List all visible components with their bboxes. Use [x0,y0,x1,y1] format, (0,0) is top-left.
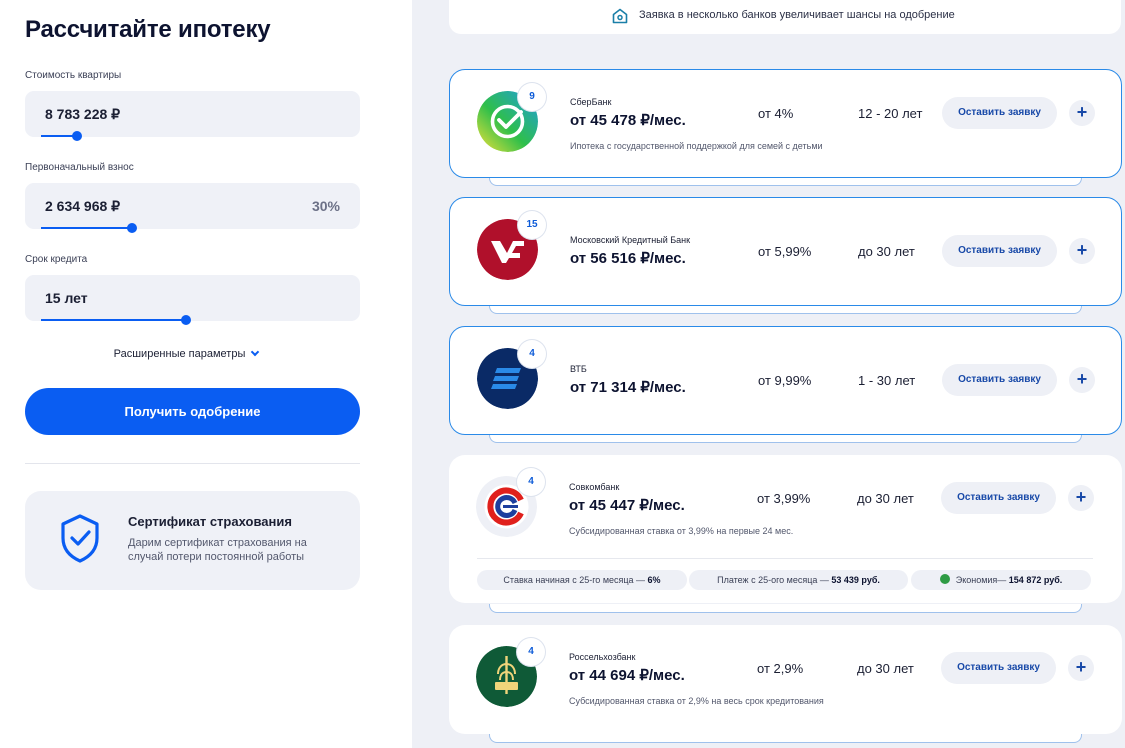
detail-pill-payment: Платеж с 25-ого месяца — 53 439 руб. [689,570,908,590]
download-arrow-icon [939,574,950,584]
advanced-params-toggle[interactable]: Расширенные параметры [0,347,372,360]
detail-text: Платеж с 25-ого месяца — [717,575,832,585]
bank-name: Московский Кредитный Банк [570,235,691,245]
mortgage-calculator: Рассчитайте ипотеку Стоимость квартиры 8… [0,0,412,748]
down-payment-slider-handle[interactable] [126,223,137,233]
offer-card-vtb[interactable]: 4 ВТБ от 71 314 ₽/мес. от 9,99% 1 - 30 л… [449,326,1122,435]
divider [477,558,1093,559]
insurance-certificate-card[interactable]: Сертификат страхования Дарим сертификат … [25,491,360,590]
term-slider[interactable] [41,315,344,325]
down-payment-label: Первоначальный взнос [25,162,134,173]
card-stack-edge [489,177,1082,186]
offers-count-badge: 4 [517,468,545,496]
advanced-params-label[interactable]: Расширенные параметры [113,348,246,360]
card-stack-edge [489,734,1082,743]
price-label: Стоимость квартиры [25,70,122,81]
bank-name: Россельхозбанк [569,652,636,662]
interest-rate: от 5,99% [758,244,812,259]
interest-rate: от 4% [758,106,794,121]
offer-card-rshb[interactable]: 4 Россельхозбанк от 44 694 ₽/мес. Субсид… [449,625,1122,734]
bank-name: Совкомбанк [569,482,620,492]
loan-term: 1 - 30 лет [858,373,916,388]
plus-icon[interactable]: + [1068,655,1094,681]
down-payment-value[interactable]: 2 634 968 ₽ [45,198,121,214]
offers-count-badge: 4 [518,340,546,368]
offers-count-badge: 9 [518,83,546,111]
apply-button[interactable]: Оставить заявку [942,235,1057,267]
offer-card-sberbank[interactable]: 9 СберБанк от 45 478 ₽/мес. Ипотека с го… [449,69,1122,178]
apply-button[interactable]: Оставить заявку [941,652,1056,684]
detail-text: Экономия— [955,575,1009,585]
loan-term: до 30 лет [858,244,915,259]
plus-icon[interactable]: + [1069,367,1095,393]
detail-value: 154 872 руб. [1008,575,1063,585]
loan-term: до 30 лет [857,491,914,506]
price-slider[interactable] [41,131,344,141]
plus-icon[interactable]: + [1068,485,1094,511]
detail-value: 6% [647,575,661,585]
loan-term: до 30 лет [857,661,914,676]
term-field[interactable]: 15 лет [25,275,360,325]
price-slider-handle[interactable] [72,131,83,141]
bank-name: ВТБ [570,364,587,374]
down-payment-percent: 30% [311,198,340,214]
detail-pill-economy: Экономия— 154 872 руб. [911,570,1091,590]
apply-button[interactable]: Оставить заявку [942,364,1057,396]
detail-value: 53 439 руб. [831,575,880,585]
card-stack-edge [489,604,1082,613]
plus-icon[interactable]: + [1069,238,1095,264]
price-field[interactable]: 8 783 228 ₽ [25,91,360,141]
house-icon [612,8,628,24]
card-stack-edge [489,434,1082,443]
insurance-title: Сертификат страхования [128,514,292,529]
approval-tip-banner: Заявка в несколько банков увеличивает ша… [449,0,1121,34]
term-label: Срок кредита [25,254,88,265]
card-stack-edge [489,305,1082,314]
interest-rate: от 9,99% [758,373,812,388]
interest-rate: от 3,99% [757,491,811,506]
divider [25,463,360,464]
offer-note: Субсидированная ставка от 2,9% на весь с… [569,696,824,706]
page-title: Рассчитайте ипотеку [25,16,271,43]
apply-button[interactable]: Оставить заявку [942,97,1057,129]
get-approval-button[interactable]: Получить одобрение [25,388,360,435]
shield-check-icon [61,514,99,563]
loan-term: 12 - 20 лет [858,106,923,121]
bank-name: СберБанк [570,97,612,107]
offers-count-badge: 15 [518,211,546,239]
plus-icon[interactable]: + [1069,100,1095,126]
chevron-down-icon [251,347,260,357]
detail-text: Ставка начиная с 25-го месяца — [503,575,648,585]
offer-note: Ипотека с государственной поддержкой для… [570,141,823,151]
detail-pill-rate: Ставка начиная с 25-го месяца — 6% [477,570,687,590]
insurance-subtitle: Дарим сертификат страхования на случай п… [128,537,307,563]
down-payment-field[interactable]: 2 634 968 ₽ 30% [25,183,360,233]
offer-card-mkb[interactable]: 15 Московский Кредитный Банк от 56 516 ₽… [449,197,1122,306]
offer-note: Субсидированная ставка от 3,99% на первы… [569,526,794,536]
monthly-payment: от 71 314 ₽/мес. [570,379,686,396]
monthly-payment: от 45 478 ₽/мес. [570,112,686,129]
monthly-payment: от 45 447 ₽/мес. [569,497,685,514]
interest-rate: от 2,9% [757,661,804,676]
offers-count-badge: 4 [517,638,545,666]
banner-text: Заявка в несколько банков увеличивает ша… [639,9,955,21]
term-slider-handle[interactable] [181,315,192,325]
price-value[interactable]: 8 783 228 ₽ [45,106,121,122]
apply-button[interactable]: Оставить заявку [941,482,1056,514]
offer-card-sovcombank[interactable]: 4 Совкомбанк от 45 447 ₽/мес. Субсидиров… [449,455,1122,603]
monthly-payment: от 56 516 ₽/мес. [570,250,686,267]
down-payment-slider[interactable] [41,223,344,233]
term-value[interactable]: 15 лет [45,290,88,306]
monthly-payment: от 44 694 ₽/мес. [569,667,685,684]
